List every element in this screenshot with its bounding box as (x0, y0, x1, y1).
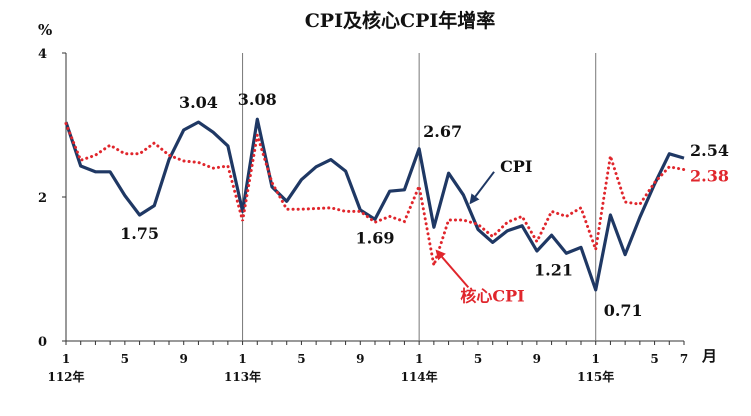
y-axis-ticks: 0 2 4 (38, 47, 66, 350)
data-label: 3.04 (179, 93, 218, 112)
series-line-core-cpi (64, 122, 686, 266)
chart-title: CPI及核心CPI年增率 (305, 9, 496, 32)
x-tick-year-label: 112年 (47, 369, 84, 384)
y-tick-label: 0 (38, 335, 47, 350)
data-label: 2.54 (690, 141, 729, 160)
data-labels: 1.75 3.04 3.08 1.69 2.67 1.21 0.71 2.54 2.38 (120, 90, 729, 320)
x-tick-label: 1 (415, 352, 423, 366)
x-tick-label: 1 (238, 352, 246, 366)
x-axis-unit: 月 (701, 347, 717, 365)
x-tick-label: 5 (121, 352, 129, 366)
x-tick-label: 9 (533, 352, 541, 366)
series-lines (64, 117, 686, 292)
x-tick-label: 9 (180, 352, 188, 366)
x-tick-label: 1 (592, 352, 600, 366)
data-label: 2.67 (423, 122, 462, 141)
data-label: 1.75 (120, 224, 159, 243)
data-label: 1.69 (356, 228, 395, 247)
series-label-cpi: CPI (500, 157, 532, 176)
y-tick-label: 4 (38, 47, 47, 62)
series-label-arrow (435, 249, 470, 289)
x-tick-label: 9 (356, 352, 364, 366)
series-labels: CPI 核心CPI (435, 157, 532, 305)
y-tick-label: 2 (38, 191, 47, 206)
x-tick-year-label: 115年 (577, 369, 614, 384)
series-label-arrow (469, 171, 495, 205)
data-label: 1.21 (534, 260, 573, 279)
x-tick-year-label: 114年 (401, 369, 438, 384)
data-label: 0.71 (604, 301, 643, 320)
series-label-core-cpi: 核心CPI (460, 286, 524, 305)
x-axis-ticks: 1 112年 5 9 1 113年 5 9 1 114年 5 9 1 115年 5 7 (47, 352, 688, 384)
data-label: 3.08 (238, 90, 277, 109)
x-tick-label: 5 (474, 352, 482, 366)
data-label: 2.38 (690, 167, 729, 186)
x-tick-label: 5 (650, 352, 658, 366)
x-tick-label: 5 (297, 352, 305, 366)
x-tick-label: 1 (62, 352, 70, 366)
y-axis-unit: % (38, 21, 52, 39)
x-tick-year-label: 113年 (224, 369, 261, 384)
axes (65, 53, 685, 345)
series-line-cpi (64, 117, 685, 292)
x-tick-label: 7 (680, 352, 688, 366)
